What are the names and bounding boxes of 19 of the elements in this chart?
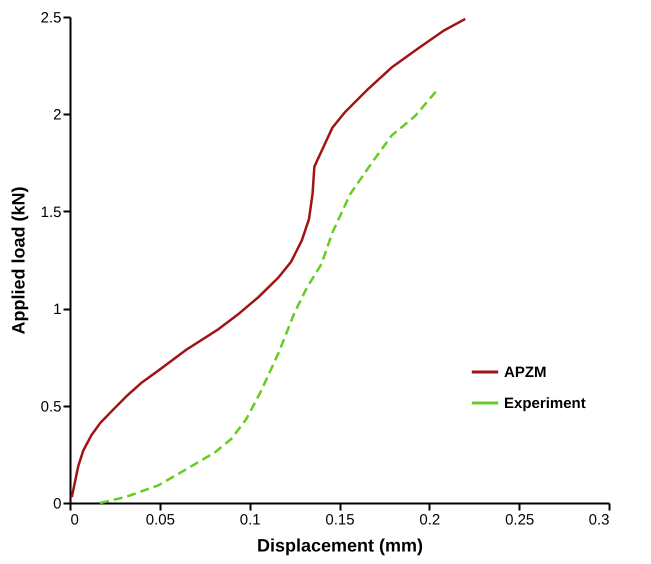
- legend-label: Experiment: [504, 395, 586, 412]
- x-tick-label: 0.25: [505, 512, 534, 528]
- line-series: [98, 90, 438, 504]
- x-tick-label: 0.2: [419, 512, 440, 528]
- y-tick-label: 2.5: [40, 10, 62, 26]
- line-series: [70, 18, 467, 498]
- x-tick-label: 0.05: [146, 512, 175, 528]
- legend-label: APZM: [504, 364, 546, 381]
- y-tick-label: 1: [53, 301, 62, 318]
- x-tick-label: 0: [70, 512, 79, 528]
- y-axis-title: Applied load (kN): [8, 186, 29, 334]
- y-tick-label: 1.5: [40, 204, 62, 221]
- y-tick-label: 0: [53, 496, 62, 512]
- x-axis-title: Displacement (mm): [256, 536, 424, 556]
- x-tick-label: 0.3: [588, 512, 610, 528]
- x-tick-label: 0.15: [325, 512, 355, 528]
- x-tick-label: 0.1: [240, 512, 261, 528]
- y-tick-label: 2: [53, 106, 62, 124]
- y-tick-label: 0.5: [40, 398, 62, 416]
